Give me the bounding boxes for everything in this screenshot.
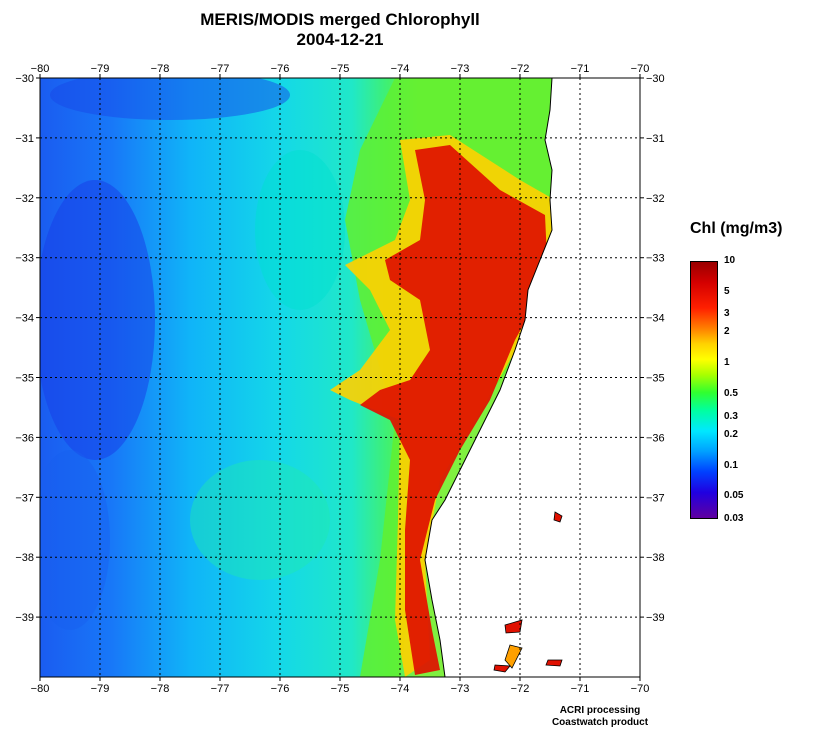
lon-label-top: −76 [271,63,290,75]
lon-label-bottom: −80 [31,683,50,695]
lon-label-top: −79 [91,63,110,75]
colorbar-label: 2 [724,326,730,338]
graticule [36,74,644,681]
lat-label-right: −38 [646,552,665,564]
high-chl-band [360,145,548,675]
lon-label-top: −75 [331,63,350,75]
lat-label-right: −36 [646,432,665,444]
lat-label-left: −36 [15,432,34,444]
low-chl-patch [40,180,155,460]
low-chl-patch [50,78,290,120]
processing-credit: ACRI processing [559,705,641,716]
lon-label-bottom: −74 [391,683,410,695]
lat-label-right: −33 [646,253,665,265]
product-credit: Coastwatch product [551,717,649,728]
lon-label-bottom: −71 [571,683,590,695]
lat-label-left: −30 [15,73,34,85]
mid-chl-patch [190,460,330,580]
mid-chl-patch [255,150,345,310]
lat-label-right: −31 [646,133,665,145]
lat-label-left: −32 [15,193,34,205]
island [545,659,563,667]
lat-label-right: −35 [646,373,665,385]
lat-label-right: −32 [646,193,665,205]
axis-tick-labels: −80 −80 −79 −79 −78 −78 −77 −77 −76 −76 −75 −75 −74 −… [15,63,664,695]
lon-label-top: −71 [571,63,590,75]
lon-label-bottom: −75 [331,683,350,695]
land-area [424,78,640,677]
island [504,644,523,669]
colorbar-label: 0.5 [724,388,738,400]
lon-label-top: −80 [31,63,50,75]
lon-label-bottom: −78 [151,683,170,695]
colorbar-label: 10 [724,255,736,266]
lat-label-right: −39 [646,612,665,624]
lat-label-left: −33 [15,253,34,265]
lon-label-top: −72 [511,63,530,75]
lon-label-bottom: −72 [511,683,530,695]
lon-label-bottom: −70 [631,683,650,695]
lon-label-top: −77 [211,63,230,75]
colorbar-label: 0.03 [724,513,744,524]
colorbar-label: 0.05 [724,490,744,502]
colorbar-title: Chl (mg/m3) [690,220,783,237]
colorbar-label: 0.2 [724,428,738,440]
colorbar [690,261,718,519]
lat-label-left: −39 [15,612,34,624]
colorbar-label: 1 [724,357,730,369]
lon-label-top: −78 [151,63,170,75]
low-chl-patch [40,450,110,630]
lat-label-left: −37 [15,492,34,504]
lon-label-top: −73 [451,63,470,75]
colorbar-label: 3 [724,308,730,320]
lat-label-left: −38 [15,552,34,564]
lon-label-bottom: −77 [211,683,230,695]
colorbar-label: 5 [724,285,730,297]
lon-label-top: −70 [631,63,650,75]
lon-label-bottom: −79 [91,683,110,695]
lon-label-bottom: −76 [271,683,290,695]
lat-label-left: −31 [15,133,34,145]
lon-label-bottom: −73 [451,683,470,695]
lon-label-top: −74 [391,63,410,75]
map-date: 2004-12-21 [296,30,384,49]
lat-label-right: −30 [646,73,665,85]
lat-label-right: −37 [646,492,665,504]
colorbar-label: 0.1 [724,459,738,471]
island [553,511,563,523]
map-title: MERIS/MODIS merged Chlorophyll [200,10,480,29]
colorbar-label: 0.3 [724,410,738,422]
lat-label-right: −34 [646,313,665,325]
lat-label-left: −34 [15,313,34,325]
island [493,664,511,673]
island [504,619,523,634]
lat-label-left: −35 [15,373,34,385]
